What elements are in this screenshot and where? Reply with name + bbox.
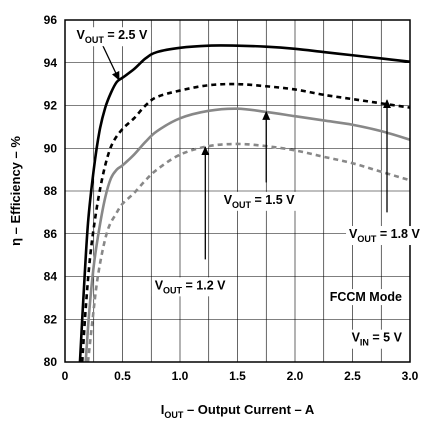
y-tick-label: 90 [44,141,58,155]
tick-labels: 0 0.5 1.0 1.5 2.0 2.5 3.0 80 82 84 86 88 90 92 94 96 [44,13,419,383]
y-tick-label: 86 [44,227,58,241]
series-line [84,107,410,362]
y-tick-label: 94 [44,56,58,70]
y-tick-label: 88 [44,184,58,198]
x-tick-label: 2.5 [344,369,361,383]
note-label: FCCM Mode [330,290,402,304]
x-tick-label: 2.0 [287,369,304,383]
note-label: VIN = 5 V [352,331,403,348]
annotation-label: VOUT = 1.2 V [155,278,226,295]
x-tick-label: 0.5 [114,369,131,383]
series-group [78,44,410,362]
annotation-background [151,277,230,297]
series-line [80,82,410,362]
annotation-background [346,226,424,246]
annotation-arrow [101,43,120,81]
note-background [348,329,406,349]
annotation-label: VOUT = 1.5 V [224,193,295,210]
annotation-background [220,191,299,211]
y-tick-label: 82 [44,312,58,326]
y-tick-label: 80 [44,355,58,369]
grid [65,20,410,362]
plot-frame [64,19,411,363]
annotation-label: VOUT = 1.8 V [349,227,420,244]
x-axis-title: IOUT – Output Current – A [161,402,315,420]
series-line [86,142,410,362]
y-tick-label: 96 [44,13,58,27]
y-axis-title: η – Efficiency – % [8,136,23,246]
annotation-background [73,27,151,47]
x-tick-label: 1.0 [172,369,189,383]
note-background [326,289,405,306]
y-tick-label: 92 [44,99,58,113]
series-line [78,44,410,362]
x-tick-label: 3.0 [402,369,419,383]
annotations: VOUT = 2.5 V VOUT = 1.8 V VOUT = 1.5 V VOUT… [73,27,424,349]
y-tick-label: 84 [44,270,58,284]
annotation-label: VOUT = 2.5 V [77,28,148,45]
x-tick-label: 0 [62,369,69,383]
x-tick-label: 1.5 [229,369,246,383]
